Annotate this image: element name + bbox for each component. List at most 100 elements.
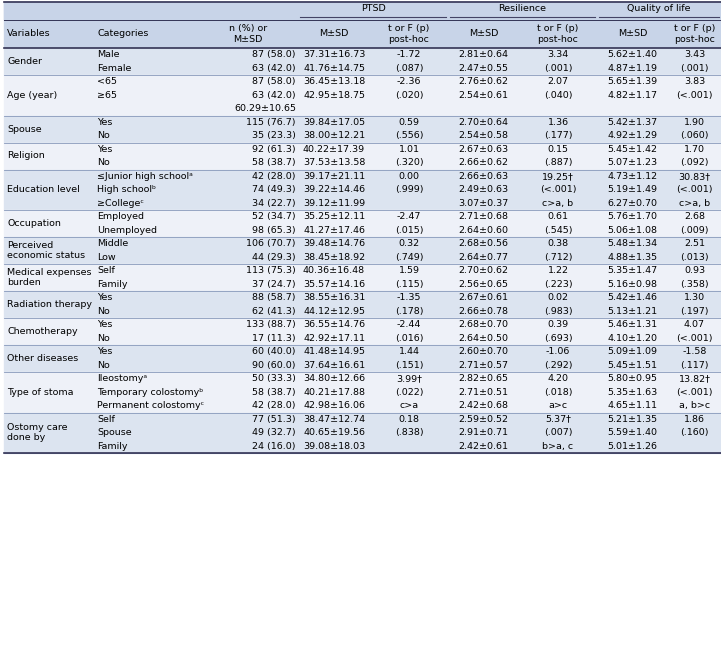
Text: Yes: Yes <box>97 118 112 127</box>
Text: 36.55±14.76: 36.55±14.76 <box>303 320 365 330</box>
Text: 4.20: 4.20 <box>547 374 568 383</box>
Text: (.022): (.022) <box>395 388 423 396</box>
Text: (.556): (.556) <box>395 131 423 141</box>
Text: c>a, b: c>a, b <box>679 199 710 208</box>
Text: 2.71±0.68: 2.71±0.68 <box>459 212 508 221</box>
Text: t or F (p)
post-hoc: t or F (p) post-hoc <box>537 25 579 44</box>
Text: Ostomy care
done by: Ostomy care done by <box>7 423 68 442</box>
Text: 60.29±10.65: 60.29±10.65 <box>234 104 296 113</box>
Text: n (%) or
M±SD: n (%) or M±SD <box>229 25 267 44</box>
Text: (.001): (.001) <box>544 64 572 73</box>
Text: Religion: Religion <box>7 152 45 160</box>
Text: 2.68±0.70: 2.68±0.70 <box>459 320 508 330</box>
Text: (.060): (.060) <box>680 131 709 141</box>
Text: 24 (16.0): 24 (16.0) <box>252 442 296 451</box>
Text: Resilience: Resilience <box>498 5 547 13</box>
Text: 2.51: 2.51 <box>684 239 705 248</box>
Text: 42 (28.0): 42 (28.0) <box>252 401 296 410</box>
Bar <box>4 318 721 345</box>
Text: (.040): (.040) <box>544 91 572 99</box>
Text: 39.08±18.03: 39.08±18.03 <box>303 442 365 451</box>
Text: (.749): (.749) <box>395 253 423 262</box>
Text: 2.68±0.56: 2.68±0.56 <box>459 239 508 248</box>
Text: PTSD: PTSD <box>360 5 386 13</box>
Text: (<.001): (<.001) <box>676 91 713 99</box>
Text: 1.01: 1.01 <box>399 145 420 154</box>
Text: -1.58: -1.58 <box>682 347 707 356</box>
Text: 13.82†: 13.82† <box>678 374 710 383</box>
Text: Age (year): Age (year) <box>7 91 57 99</box>
Text: 133 (88.7): 133 (88.7) <box>247 320 296 330</box>
Text: 5.13±1.21: 5.13±1.21 <box>607 307 658 316</box>
Text: 6.27±0.70: 6.27±0.70 <box>608 199 658 208</box>
Text: Female: Female <box>97 64 131 73</box>
Text: 5.80±0.95: 5.80±0.95 <box>608 374 658 383</box>
Text: No: No <box>97 158 110 167</box>
Text: 58 (38.7): 58 (38.7) <box>252 158 296 167</box>
Text: (.887): (.887) <box>544 158 572 167</box>
Text: 5.65±1.39: 5.65±1.39 <box>607 78 658 86</box>
Text: (.007): (.007) <box>544 428 572 438</box>
Text: Male: Male <box>97 50 120 59</box>
Text: 4.07: 4.07 <box>684 320 705 330</box>
Text: 2.07: 2.07 <box>547 78 568 86</box>
Text: (<.001): (<.001) <box>540 185 576 194</box>
Text: (.178): (.178) <box>395 307 423 316</box>
Bar <box>4 237 721 264</box>
Text: 34 (22.7): 34 (22.7) <box>252 199 296 208</box>
Text: 36.45±13.18: 36.45±13.18 <box>303 78 365 86</box>
Text: Self: Self <box>97 415 115 424</box>
Bar <box>4 372 721 412</box>
Text: 38.00±12.21: 38.00±12.21 <box>303 131 365 141</box>
Text: 5.59±1.40: 5.59±1.40 <box>608 428 658 438</box>
Text: Education level: Education level <box>7 185 80 194</box>
Text: 39.17±21.11: 39.17±21.11 <box>303 172 365 181</box>
Text: 1.59: 1.59 <box>399 267 420 275</box>
Text: 1.30: 1.30 <box>684 293 705 302</box>
Bar <box>4 291 721 318</box>
Text: 62 (41.3): 62 (41.3) <box>252 307 296 316</box>
Text: 5.07±1.23: 5.07±1.23 <box>607 158 658 167</box>
Text: Medical expenses
burden: Medical expenses burden <box>7 268 92 287</box>
Text: 5.45±1.51: 5.45±1.51 <box>608 361 658 370</box>
Text: -1.06: -1.06 <box>546 347 570 356</box>
Text: -2.47: -2.47 <box>397 212 421 221</box>
Text: 2.64±0.77: 2.64±0.77 <box>459 253 508 262</box>
Text: (.001): (.001) <box>680 64 709 73</box>
Text: 106 (70.7): 106 (70.7) <box>247 239 296 248</box>
Bar <box>4 210 721 237</box>
Text: 5.42±1.37: 5.42±1.37 <box>607 118 658 127</box>
Text: 35.57±14.16: 35.57±14.16 <box>303 280 365 289</box>
Text: 50 (33.3): 50 (33.3) <box>252 374 296 383</box>
Text: 2.42±0.68: 2.42±0.68 <box>459 401 508 410</box>
Text: 30.83†: 30.83† <box>678 172 711 181</box>
Text: Ileostomyᵃ: Ileostomyᵃ <box>97 374 147 383</box>
Text: Occupation: Occupation <box>7 219 61 228</box>
Text: 41.27±17.46: 41.27±17.46 <box>303 225 365 235</box>
Text: t or F (p)
post-hoc: t or F (p) post-hoc <box>674 25 715 44</box>
Text: High schoolᵇ: High schoolᵇ <box>97 185 156 194</box>
Text: 77 (51.3): 77 (51.3) <box>252 415 296 424</box>
Text: 39.12±11.99: 39.12±11.99 <box>303 199 365 208</box>
Text: 4.87±1.19: 4.87±1.19 <box>608 64 658 73</box>
Text: -1.72: -1.72 <box>397 50 421 59</box>
Text: 0.39: 0.39 <box>547 320 569 330</box>
Text: 4.82±1.17: 4.82±1.17 <box>608 91 658 99</box>
Bar <box>4 412 721 453</box>
Text: 2.66±0.78: 2.66±0.78 <box>459 307 508 316</box>
Text: 49 (32.7): 49 (32.7) <box>252 428 296 438</box>
Bar <box>4 75 721 115</box>
Text: 60 (40.0): 60 (40.0) <box>252 347 296 356</box>
Text: 0.61: 0.61 <box>547 212 568 221</box>
Text: 2.59±0.52: 2.59±0.52 <box>459 415 508 424</box>
Text: Temporary colostomyᵇ: Temporary colostomyᵇ <box>97 388 203 396</box>
Text: 92 (61.3): 92 (61.3) <box>252 145 296 154</box>
Text: (.087): (.087) <box>395 64 423 73</box>
Text: 40.22±17.39: 40.22±17.39 <box>303 145 365 154</box>
Text: 5.48±1.34: 5.48±1.34 <box>607 239 658 248</box>
Text: 5.06±1.08: 5.06±1.08 <box>608 225 658 235</box>
Text: 115 (76.7): 115 (76.7) <box>247 118 296 127</box>
Text: 2.76±0.62: 2.76±0.62 <box>459 78 508 86</box>
Text: 5.46±1.31: 5.46±1.31 <box>607 320 658 330</box>
Text: -2.44: -2.44 <box>397 320 421 330</box>
